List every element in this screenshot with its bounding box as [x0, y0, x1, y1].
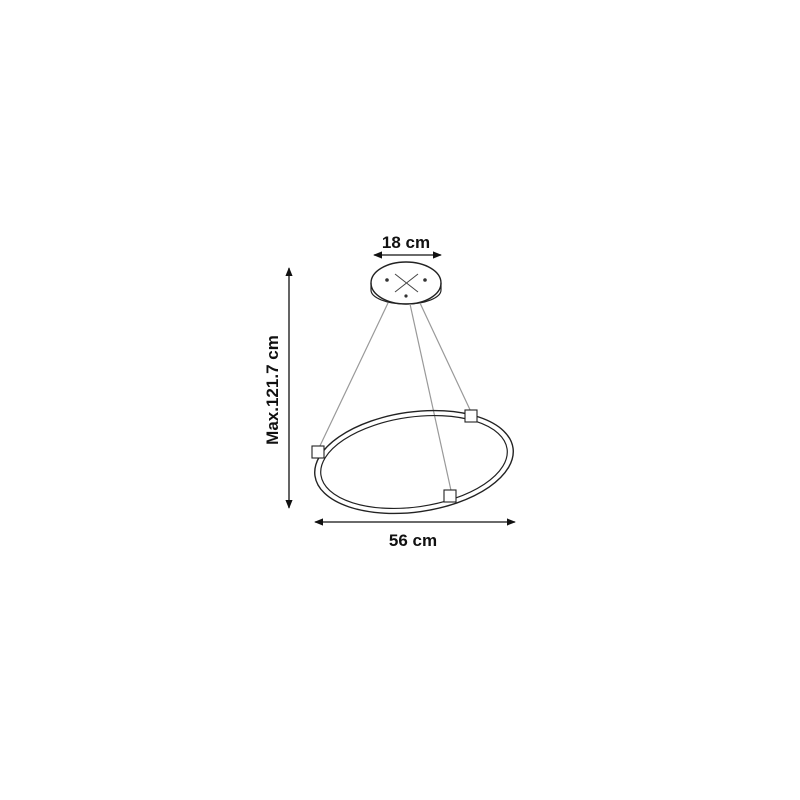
canopy-width-label: 18 cm: [382, 233, 430, 252]
suspension-cables: [317, 302, 473, 496]
ceiling-canopy: [370, 261, 442, 305]
height-label: Max.121.7 cm: [263, 335, 282, 445]
ring-diameter-label: 56 cm: [389, 531, 437, 550]
ring-clamps: [311, 409, 478, 503]
light-ring: [314, 409, 514, 515]
